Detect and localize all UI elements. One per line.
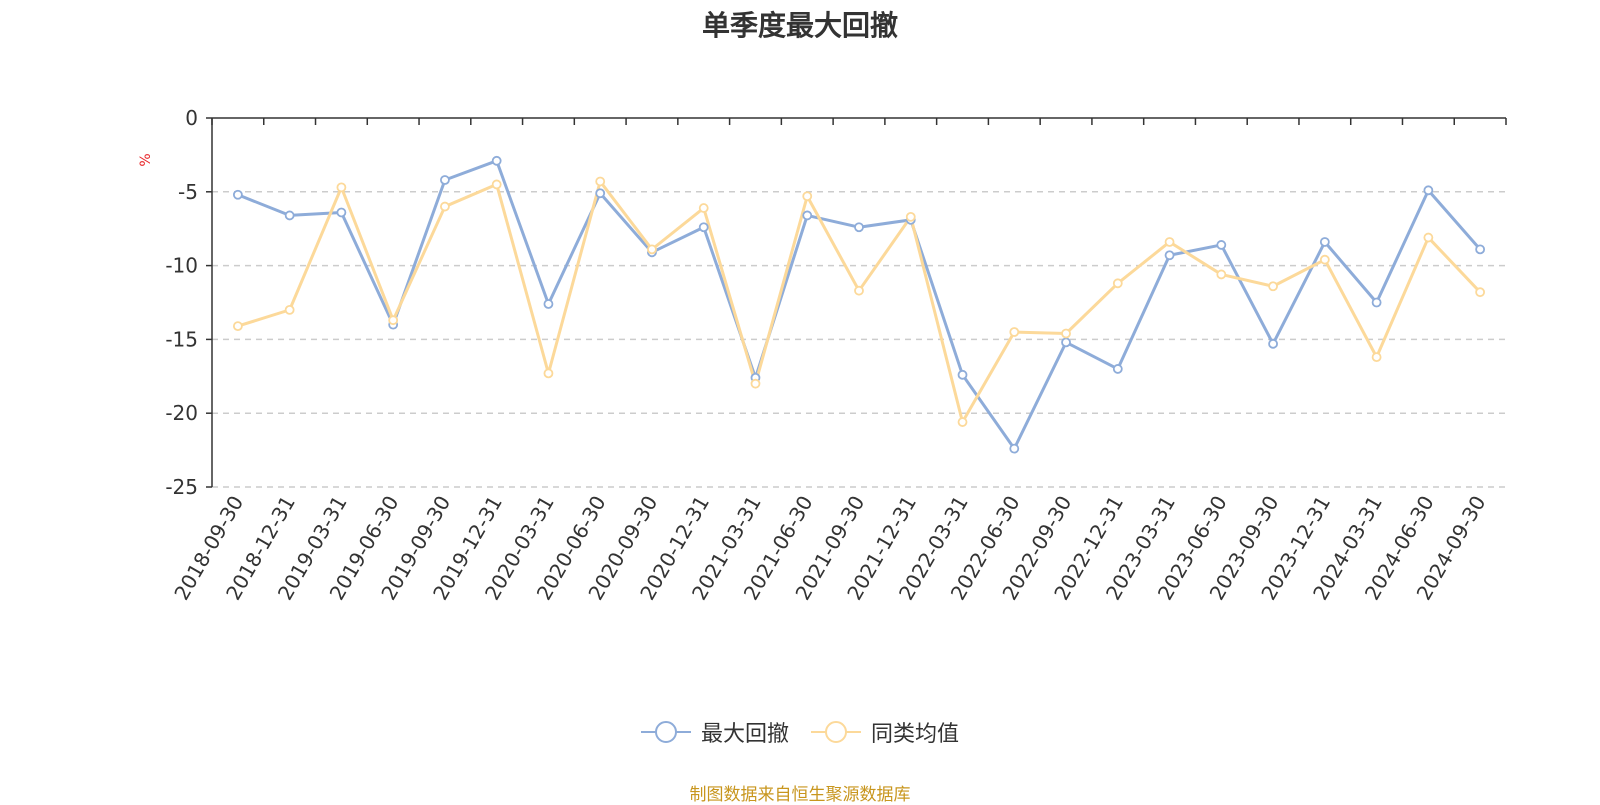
- series-line-0: [237, 159, 1482, 451]
- y-tick-label: -15: [165, 327, 198, 351]
- series-0-point[interactable]: [698, 222, 709, 233]
- legend-swatch-peer-average: [811, 720, 861, 744]
- series-1-point[interactable]: [1319, 254, 1330, 265]
- legend-item-peer-average[interactable]: 同类均值: [811, 716, 959, 748]
- series-1-point[interactable]: [750, 378, 761, 389]
- series-1-point[interactable]: [1164, 237, 1175, 247]
- axes: [206, 117, 1507, 488]
- legend-item-max-drawdown[interactable]: 最大回撤: [640, 716, 789, 748]
- data-source-note: 制图数据来自恒生聚源数据库: [689, 785, 911, 805]
- series-1-point[interactable]: [1371, 352, 1382, 363]
- series-0-point[interactable]: [1475, 244, 1486, 255]
- y-tick-label: 0: [185, 106, 198, 130]
- series-1-point[interactable]: [1112, 278, 1123, 289]
- series-0-point[interactable]: [1268, 338, 1278, 349]
- series-1-point[interactable]: [1423, 232, 1434, 243]
- series-1-point[interactable]: [284, 304, 295, 315]
- series-0-point[interactable]: [957, 369, 968, 380]
- y-tick-label: -20: [165, 401, 198, 425]
- series-0-point[interactable]: [854, 222, 864, 233]
- chart-title: 单季度最大回撤: [701, 9, 898, 42]
- series-1-point[interactable]: [1009, 327, 1020, 337]
- y-axis-unit: %: [138, 153, 154, 166]
- series-0-point[interactable]: [232, 189, 243, 200]
- series-0-point[interactable]: [440, 175, 450, 185]
- series-0-point[interactable]: [1216, 240, 1227, 250]
- series-1-point[interactable]: [232, 321, 243, 332]
- series-0-point[interactable]: [595, 188, 606, 199]
- series-1-point[interactable]: [698, 203, 709, 213]
- series-lines: [232, 155, 1486, 454]
- series-1-point[interactable]: [336, 182, 347, 193]
- series-0-point[interactable]: [1009, 443, 1020, 454]
- series-0-point[interactable]: [491, 155, 502, 166]
- series-0-point[interactable]: [1061, 337, 1071, 348]
- series-0-point[interactable]: [1423, 185, 1434, 196]
- series-1-point[interactable]: [1475, 287, 1486, 298]
- legend-swatch-max-drawdown: [640, 720, 691, 744]
- series-1-point[interactable]: [543, 368, 554, 379]
- series-1-point[interactable]: [1216, 269, 1227, 280]
- series-0-point[interactable]: [1112, 364, 1123, 374]
- series-0-point[interactable]: [802, 210, 813, 221]
- legend-label-max-drawdown: 最大回撤: [700, 722, 789, 747]
- series-0-point[interactable]: [336, 207, 347, 218]
- series-1-point[interactable]: [854, 285, 864, 296]
- series-0-point[interactable]: [284, 210, 295, 221]
- legend: 最大回撤 同类均值: [0, 716, 1600, 748]
- series-0-point[interactable]: [543, 299, 554, 309]
- series-1-point[interactable]: [905, 211, 916, 222]
- series-1-point[interactable]: [1061, 328, 1071, 339]
- y-tick-label: -10: [165, 254, 198, 278]
- series-1-point[interactable]: [957, 417, 968, 427]
- series-0-point[interactable]: [1319, 237, 1330, 247]
- series-1-point[interactable]: [802, 191, 813, 202]
- tick-labels: 0-5-10-15-20-25%2018-09-302018-12-312019…: [138, 106, 1490, 604]
- y-tick-label: -25: [165, 475, 198, 499]
- legend-label-peer-average: 同类均值: [871, 722, 960, 747]
- y-tick-label: -5: [178, 180, 198, 204]
- grid-lines: [212, 191, 1506, 488]
- series-1-point[interactable]: [491, 179, 502, 190]
- series-1-point[interactable]: [1268, 281, 1278, 292]
- series-1-point[interactable]: [647, 244, 657, 255]
- series-1-point[interactable]: [440, 201, 450, 212]
- series-0-point[interactable]: [1371, 297, 1382, 308]
- series-1-point[interactable]: [388, 315, 399, 326]
- series-1-point[interactable]: [595, 176, 606, 187]
- series-0-point[interactable]: [1164, 250, 1175, 261]
